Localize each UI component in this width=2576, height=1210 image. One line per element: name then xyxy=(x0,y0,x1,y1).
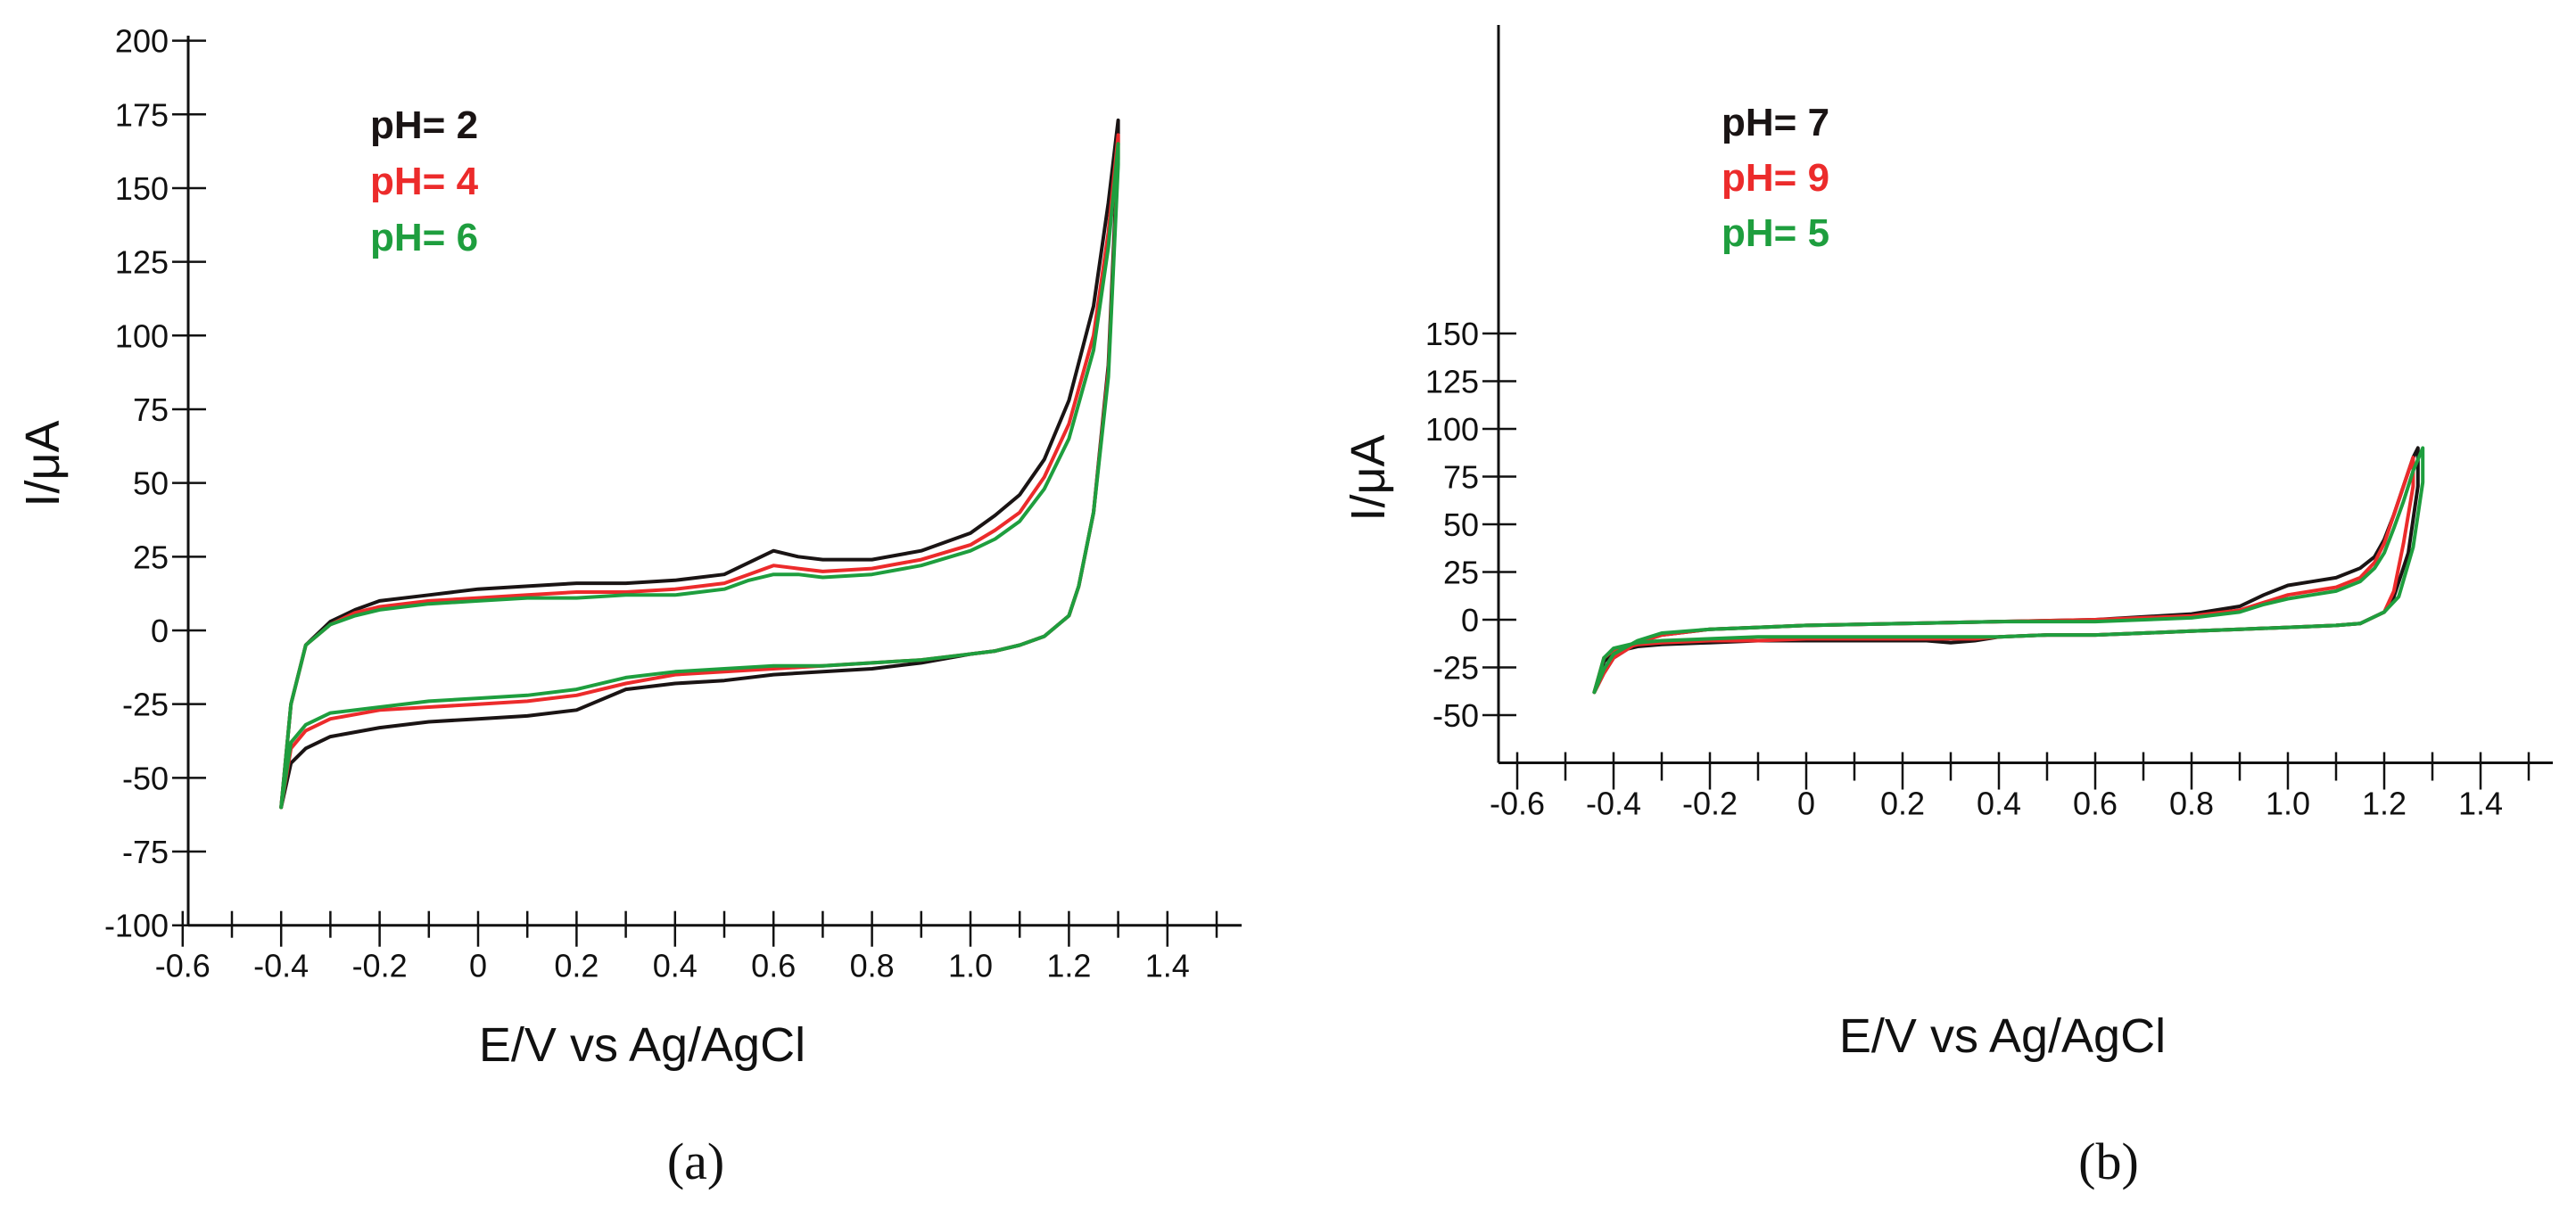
panel-a-legend-entry-1: pH= 2 xyxy=(370,103,478,147)
panel-b-y-tick-label: 150 xyxy=(1425,316,1479,352)
panel-b: -0.6 -0.4 -0.2 0 0.2 0.4 0.6 0.8 1.0 1.2 1.4 150 12… xyxy=(1342,25,2553,1190)
panel-a-x-tick-label: -0.6 xyxy=(155,948,211,984)
panel-b-label: (b) xyxy=(2078,1132,2139,1190)
panel-a-y-tick-label: 125 xyxy=(115,244,169,281)
panel-b-x-axis-title: E/V vs Ag/AgCl xyxy=(1839,1009,2166,1063)
panel-a-x-ticks: -0.6 -0.4 -0.2 0 0.2 0.4 0.6 0.8 1.0 1.2 1.4 xyxy=(155,910,1218,984)
panel-a-x-axis-title: E/V vs Ag/AgCl xyxy=(479,1018,805,1072)
panel-a-series xyxy=(279,118,1120,810)
panel-b-y-tick-label: 75 xyxy=(1443,459,1479,496)
panel-b-legend-entry-1: pH= 7 xyxy=(1721,101,1829,144)
panel-b-y-tick-label: -25 xyxy=(1432,650,1479,687)
panel-a-x-tick-label: 0.4 xyxy=(653,948,698,984)
panel-b-legend-entry-2: pH= 9 xyxy=(1721,156,1829,200)
panel-a-x-tick-label: 1.2 xyxy=(1046,948,1091,984)
panel-a-label: (a) xyxy=(667,1132,724,1190)
panel-b-y-tick-label: 50 xyxy=(1443,506,1479,543)
panel-a-x-tick-label: 0.8 xyxy=(850,948,895,984)
panel-a-x-tick-label: 1.0 xyxy=(948,948,993,984)
panel-a-series-line-1 xyxy=(279,118,1120,810)
panel-b-y-tick-label: 125 xyxy=(1425,364,1479,400)
panel-b-y-ticks: 150 125 100 75 50 25 0 -25 -50 xyxy=(1425,316,1516,734)
panel-a-y-tick-label: 50 xyxy=(133,465,169,502)
panel-a-y-tick-label: 25 xyxy=(133,539,169,575)
panel-a-x-tick-label: 0.6 xyxy=(751,948,796,984)
panel-b-series xyxy=(1592,446,2425,695)
panel-a-y-tick-label: 200 xyxy=(115,23,169,60)
panel-a-y-tick-label: -100 xyxy=(104,908,169,944)
panel-b-y-tick-label: 25 xyxy=(1443,555,1479,591)
panel-a-y-axis-title: I/μA xyxy=(16,420,70,506)
panel-b-x-tick-label: 0.2 xyxy=(1880,786,1925,822)
panel-a-y-tick-label: 0 xyxy=(151,613,169,649)
panel-b-series-line-3 xyxy=(1592,446,2425,695)
panel-b-axes xyxy=(1497,25,2553,764)
panel-b-x-ticks: -0.6 -0.4 -0.2 0 0.2 0.4 0.6 0.8 1.0 1.2 1.4 xyxy=(1490,752,2531,822)
panel-b-x-tick-label: 1.2 xyxy=(2362,786,2407,822)
panel-a-x-tick-label: 1.4 xyxy=(1145,948,1190,984)
panel-b-y-tick-label: 0 xyxy=(1461,602,1479,638)
panel-a-x-tick-label: -0.4 xyxy=(253,948,309,984)
panel-a-x-tick-label: 0.2 xyxy=(554,948,599,984)
panel-b-x-tick-label: 0 xyxy=(1797,786,1815,822)
panel-b-x-tick-label: 1.4 xyxy=(2458,786,2503,822)
panel-a-legend-entry-2: pH= 4 xyxy=(370,160,479,203)
panel-a-y-tick-label: 150 xyxy=(115,170,169,207)
panel-a-y-tick-label: 175 xyxy=(115,96,169,133)
panel-a-x-tick-label: -0.2 xyxy=(352,948,408,984)
panel-b-x-tick-label: 0.6 xyxy=(2073,786,2118,822)
panel-a-x-tick-label: 0 xyxy=(469,948,487,984)
panel-a-y-ticks: 200 175 150 125 100 75 50 25 0 -25 -50 -75 -100 xyxy=(104,23,206,944)
panel-b-y-tick-label: 100 xyxy=(1425,411,1479,448)
panel-b-x-tick-label: 0.4 xyxy=(1977,786,2021,822)
panel-b-x-tick-label: 0.8 xyxy=(2169,786,2214,822)
panel-a-y-tick-label: -25 xyxy=(122,687,169,723)
panel-b-x-tick-label: -0.2 xyxy=(1682,786,1738,822)
panel-a-y-tick-label: -75 xyxy=(122,834,169,870)
panel-a-y-tick-label: -50 xyxy=(122,760,169,796)
panel-b-x-tick-label: 1.0 xyxy=(2266,786,2310,822)
panel-b-x-tick-label: -0.6 xyxy=(1490,786,1545,822)
panel-a-legend-entry-3: pH= 6 xyxy=(370,216,478,259)
panel-a-y-tick-label: 75 xyxy=(133,391,169,428)
panel-b-y-tick-label: -50 xyxy=(1432,697,1479,734)
panel-b-x-tick-label: -0.4 xyxy=(1586,786,1641,822)
panel-b-y-axis-title: I/μA xyxy=(1342,434,1395,521)
panel-a: -0.6 -0.4 -0.2 0 0.2 0.4 0.6 0.8 1.0 1.2 1.4 200 17… xyxy=(16,23,1242,1190)
panel-a-y-tick-label: 100 xyxy=(115,317,169,354)
panel-b-legend-entry-3: pH= 5 xyxy=(1721,211,1829,255)
panel-a-series-line-3 xyxy=(279,142,1120,810)
